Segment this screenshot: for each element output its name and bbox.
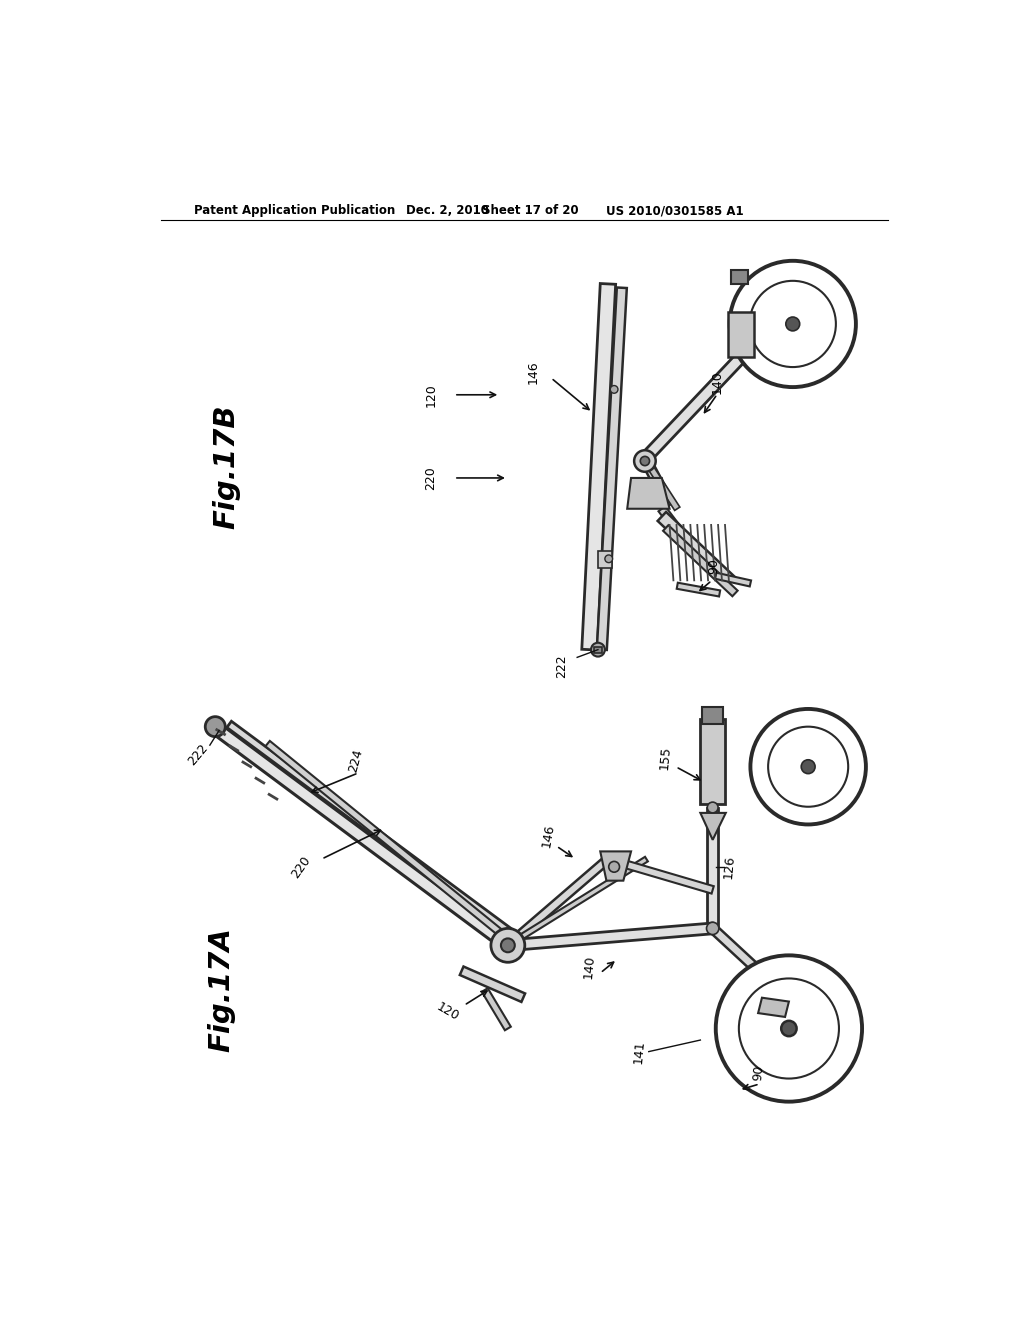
Circle shape — [716, 956, 862, 1102]
Text: 90: 90 — [751, 1065, 765, 1081]
Polygon shape — [710, 925, 758, 970]
Text: 90: 90 — [708, 558, 721, 574]
Polygon shape — [600, 851, 631, 880]
FancyBboxPatch shape — [598, 552, 611, 568]
Circle shape — [730, 261, 856, 387]
Text: Sheet 17 of 20: Sheet 17 of 20 — [481, 205, 579, 218]
Text: 155: 155 — [658, 744, 673, 770]
Text: 140: 140 — [711, 370, 724, 393]
Circle shape — [739, 978, 839, 1078]
Polygon shape — [708, 808, 718, 928]
Circle shape — [707, 923, 719, 935]
Circle shape — [205, 717, 225, 737]
Text: 141: 141 — [631, 1039, 646, 1064]
FancyBboxPatch shape — [700, 719, 725, 804]
Circle shape — [708, 803, 718, 813]
Circle shape — [591, 643, 605, 656]
Text: Fig.17B: Fig.17B — [213, 404, 241, 529]
Polygon shape — [658, 506, 691, 546]
Circle shape — [781, 1020, 797, 1036]
Circle shape — [501, 939, 515, 952]
Text: 146: 146 — [526, 360, 540, 384]
Polygon shape — [227, 721, 525, 945]
Text: Dec. 2, 2010: Dec. 2, 2010 — [407, 205, 489, 218]
Polygon shape — [265, 741, 512, 944]
Circle shape — [785, 317, 800, 331]
Circle shape — [610, 385, 617, 393]
Text: Fig.17A: Fig.17A — [208, 928, 236, 1052]
Polygon shape — [715, 573, 751, 586]
Polygon shape — [751, 965, 780, 1011]
Polygon shape — [642, 457, 680, 511]
Circle shape — [608, 862, 620, 873]
Polygon shape — [597, 288, 627, 649]
FancyBboxPatch shape — [701, 708, 724, 725]
Circle shape — [751, 709, 866, 825]
Circle shape — [750, 281, 836, 367]
Polygon shape — [664, 525, 737, 597]
Polygon shape — [641, 352, 745, 463]
Text: US 2010/0301585 A1: US 2010/0301585 A1 — [605, 205, 743, 218]
Circle shape — [490, 928, 525, 962]
Polygon shape — [460, 966, 525, 1002]
Polygon shape — [700, 813, 726, 840]
Text: 146: 146 — [540, 824, 556, 849]
Polygon shape — [607, 855, 714, 894]
Circle shape — [634, 450, 655, 471]
Polygon shape — [677, 582, 720, 597]
Polygon shape — [210, 722, 512, 950]
Text: 120: 120 — [424, 383, 437, 407]
Polygon shape — [628, 478, 670, 508]
Text: 222: 222 — [555, 655, 568, 678]
Circle shape — [801, 760, 815, 774]
Polygon shape — [507, 857, 648, 948]
Polygon shape — [505, 855, 610, 949]
Circle shape — [605, 554, 612, 562]
Polygon shape — [758, 998, 788, 1016]
Circle shape — [768, 726, 848, 807]
FancyBboxPatch shape — [594, 647, 602, 653]
Text: 220: 220 — [424, 466, 437, 490]
Circle shape — [640, 457, 649, 466]
Text: 120: 120 — [434, 1001, 462, 1023]
Text: 140: 140 — [582, 954, 597, 979]
FancyBboxPatch shape — [731, 271, 749, 284]
Text: Patent Application Publication: Patent Application Publication — [194, 205, 395, 218]
Polygon shape — [481, 989, 511, 1031]
Polygon shape — [508, 923, 713, 950]
Text: 220: 220 — [290, 853, 313, 880]
Polygon shape — [582, 284, 615, 649]
Text: 224: 224 — [346, 747, 365, 774]
Text: 126: 126 — [722, 854, 737, 879]
FancyBboxPatch shape — [728, 313, 755, 358]
Polygon shape — [640, 457, 674, 507]
Text: 222: 222 — [185, 742, 211, 768]
Polygon shape — [657, 512, 735, 586]
